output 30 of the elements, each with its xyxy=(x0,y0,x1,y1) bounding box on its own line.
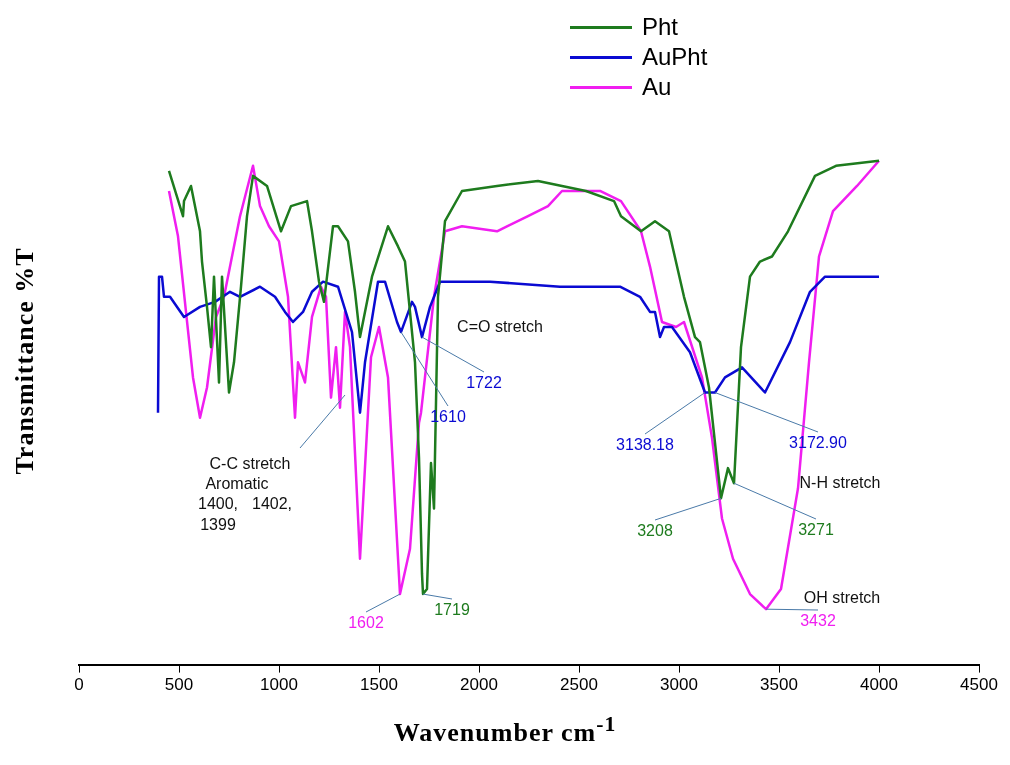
annotation: N-H stretch xyxy=(799,474,881,492)
y-axis-title: Transmittance %T xyxy=(10,246,40,477)
x-tick-label: 4000 xyxy=(860,675,898,695)
legend-label: Pht xyxy=(642,13,679,41)
annotation: C-C stretch xyxy=(209,455,291,473)
annotation: 1402, xyxy=(251,495,293,513)
annotation: OH stretch xyxy=(803,589,881,607)
x-tick-label: 3500 xyxy=(760,675,798,695)
x-axis-title: Wavenumber cm$^{-1}$ xyxy=(392,712,618,748)
annotation: C=O stretch xyxy=(457,318,543,336)
x-tick-label: 1500 xyxy=(360,675,398,695)
x-tick-label: 0 xyxy=(74,675,84,695)
annotation: Aromatic xyxy=(205,475,269,493)
annotation: 1400, xyxy=(197,495,239,513)
x-tick-label: 3000 xyxy=(660,675,698,695)
annotation: 1722 xyxy=(466,374,502,392)
annotation: 1399 xyxy=(200,516,236,534)
x-tick-label: 2000 xyxy=(460,675,498,695)
legend-label: AuPht xyxy=(642,43,708,71)
annotation: 3138.18 xyxy=(616,436,675,454)
annotation: 3208 xyxy=(637,522,673,540)
x-tick-label: 2500 xyxy=(560,675,598,695)
annotation: 1602 xyxy=(348,614,384,632)
annotation: 3271 xyxy=(798,521,834,539)
annotation: 1719 xyxy=(434,601,470,619)
x-tick-label: 4500 xyxy=(960,675,998,695)
legend-label: Au xyxy=(642,73,672,101)
annotation: 3432 xyxy=(800,612,836,630)
x-tick-label: 500 xyxy=(164,675,194,695)
x-tick-label: 1000 xyxy=(260,675,298,695)
